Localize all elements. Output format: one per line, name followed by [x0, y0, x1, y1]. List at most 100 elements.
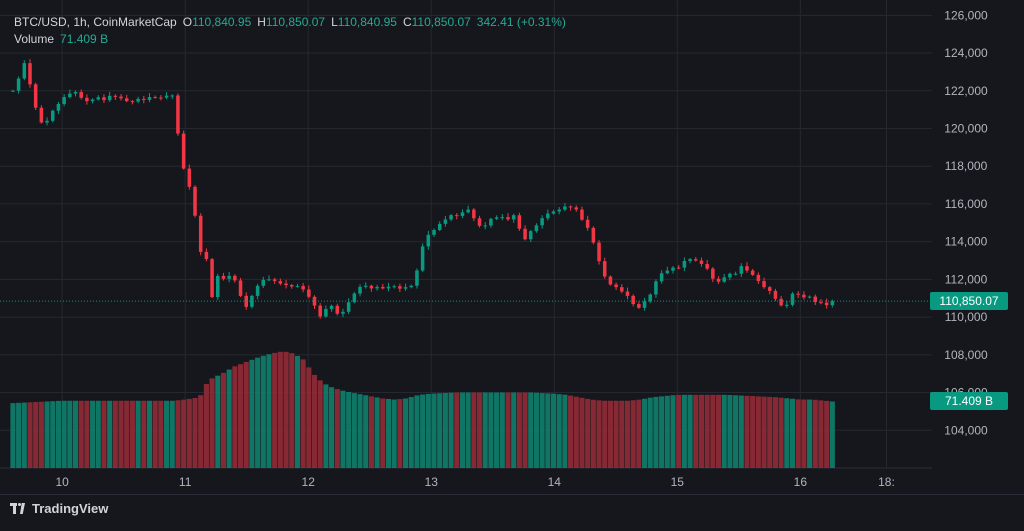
volume-bar: [476, 392, 483, 468]
y-tick-label: 104,000: [944, 423, 988, 437]
candle-body: [363, 285, 368, 287]
candle-body: [341, 311, 345, 314]
candle-body: [625, 291, 630, 296]
volume-bar: [118, 400, 124, 468]
candle-body: [392, 286, 396, 288]
volume-bar: [340, 390, 346, 468]
volume-label[interactable]: Volume: [14, 32, 55, 46]
candle-body: [409, 285, 414, 288]
candle-body: [665, 270, 670, 274]
candle-body: [563, 206, 567, 210]
y-tick-label: 116,000: [945, 197, 988, 211]
candle-body: [756, 274, 761, 282]
volume-bar: [636, 399, 642, 468]
candle-body: [432, 229, 436, 235]
volume-bar: [482, 392, 488, 468]
candle-body: [745, 266, 749, 271]
volume-bar: [311, 374, 318, 468]
candle-body: [403, 287, 408, 289]
symbol-label[interactable]: BTC/USD, 1h, CoinMarketCap: [14, 15, 177, 29]
volume-bar: [767, 396, 773, 468]
close-value: 110,850.07: [411, 15, 471, 29]
candle-body: [591, 227, 596, 243]
y-tick-label: 110,000: [945, 310, 988, 324]
volume-bar: [317, 380, 323, 468]
candle-body: [16, 78, 21, 91]
volume-bar: [539, 393, 545, 468]
volume-bar: [181, 399, 187, 468]
candle-body: [494, 217, 499, 219]
candle-body: [227, 275, 231, 279]
volume-bar: [715, 394, 722, 468]
candle-body: [608, 276, 613, 285]
volume-bars: [10, 351, 835, 468]
volume-bar: [334, 389, 340, 468]
volume-bar: [499, 392, 505, 468]
candle-body: [654, 281, 658, 295]
low-value: 110,840.95: [337, 15, 397, 29]
volume-bar: [27, 402, 33, 468]
volume-bar: [516, 392, 522, 468]
candle-body: [620, 287, 624, 292]
candle-body: [824, 302, 829, 306]
candle-body: [443, 219, 448, 224]
volume-bar: [255, 357, 261, 468]
volume-bar: [733, 395, 739, 468]
volume-bar: [687, 394, 693, 468]
candle-body: [602, 261, 607, 277]
time-axis[interactable]: 10 11 12 13 14 15 16 18:: [55, 475, 894, 489]
x-tick-label: 11: [179, 475, 192, 489]
candle-body: [472, 209, 476, 219]
volume-bar: [215, 375, 221, 468]
candle-body: [762, 281, 766, 288]
candle-body: [676, 267, 681, 269]
volume-bar: [374, 397, 380, 468]
candle-body: [85, 97, 89, 102]
volume-bar: [545, 393, 551, 468]
volume-bar: [67, 400, 73, 468]
volume-bar: [824, 400, 830, 468]
volume-bar: [630, 400, 636, 468]
volume-bar: [16, 402, 22, 468]
volume-bar: [772, 397, 778, 468]
volume-bar: [437, 393, 443, 468]
volume-bar: [750, 396, 756, 468]
volume-bar: [21, 402, 27, 468]
volume-bar: [306, 367, 312, 468]
candle-body: [261, 279, 266, 286]
volume-bar: [203, 384, 209, 468]
candle-body: [574, 207, 579, 210]
volume-bar: [385, 398, 392, 468]
candle-body: [278, 281, 283, 284]
volume-bar: [72, 400, 79, 468]
candle-body: [62, 97, 66, 104]
volume-bar: [590, 399, 596, 468]
candle-body: [386, 286, 391, 289]
volume-bar: [425, 393, 431, 468]
candle-body: [250, 295, 254, 307]
candle-body: [648, 294, 653, 302]
volume-bar: [175, 400, 181, 468]
volume-bar: [784, 398, 790, 468]
tradingview-logo[interactable]: TradingView: [10, 501, 108, 516]
x-tick-label: 15: [671, 475, 685, 489]
candle-body: [369, 285, 374, 289]
high-label: H: [257, 15, 266, 29]
volume-bar: [727, 395, 733, 468]
candle-body: [540, 218, 544, 226]
candle-body: [739, 266, 744, 274]
candle-body: [312, 296, 317, 306]
volume-bar: [44, 401, 50, 468]
candle-body: [28, 63, 32, 85]
price-axis[interactable]: 104,000106,000108,000110,000112,000114,0…: [944, 8, 988, 437]
volume-bar: [237, 364, 244, 468]
last-price-tag: 110,850.07: [930, 292, 1008, 311]
x-tick-label: 18:: [878, 475, 895, 489]
candle-body: [176, 95, 180, 134]
volume-bar: [283, 351, 289, 468]
tradingview-brand: TradingView: [32, 501, 109, 516]
open-value: 110,840.95: [192, 15, 252, 29]
y-tick-label: 124,000: [944, 46, 988, 60]
